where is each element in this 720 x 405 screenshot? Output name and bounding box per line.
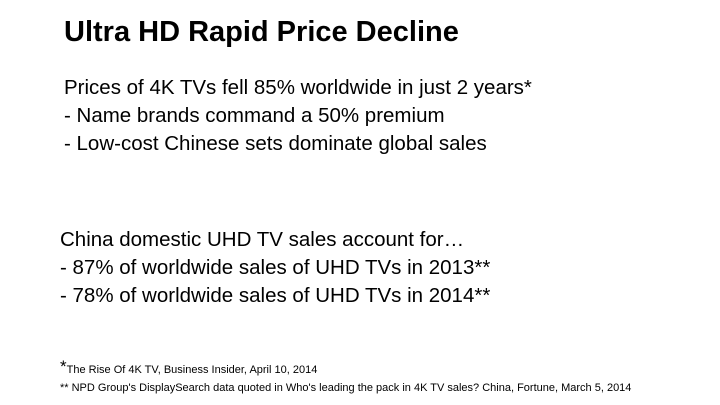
slide-title: Ultra HD Rapid Price Decline (64, 16, 459, 48)
sales-2013-line: - 87% of worldwide sales of UHD TVs in 2… (60, 256, 491, 279)
brand-premium-line: - Name brands command a 50% premium (64, 104, 445, 127)
china-sales-text-block: China domestic UHD TV sales account for…… (60, 226, 490, 310)
price-decline-line: Prices of 4K TVs fell 85% worldwide in j… (64, 76, 532, 99)
price-decline-text-block: Prices of 4K TVs fell 85% worldwide in j… (64, 74, 532, 158)
sales-2014-line: - 78% of worldwide sales of UHD TVs in 2… (60, 284, 491, 307)
chinese-sets-line: - Low-cost Chinese sets dominate global … (64, 132, 487, 155)
china-sales-intro-line: China domestic UHD TV sales account for… (60, 228, 465, 251)
footnote-1-text: The Rise Of 4K TV, Business Insider, Apr… (66, 364, 318, 376)
footnote-fortune: ** NPD Group's DisplaySearch data quoted… (60, 382, 632, 394)
footnote-business-insider: *The Rise Of 4K TV, Business Insider, Ap… (60, 357, 318, 377)
footnote-mark: * (60, 357, 67, 376)
